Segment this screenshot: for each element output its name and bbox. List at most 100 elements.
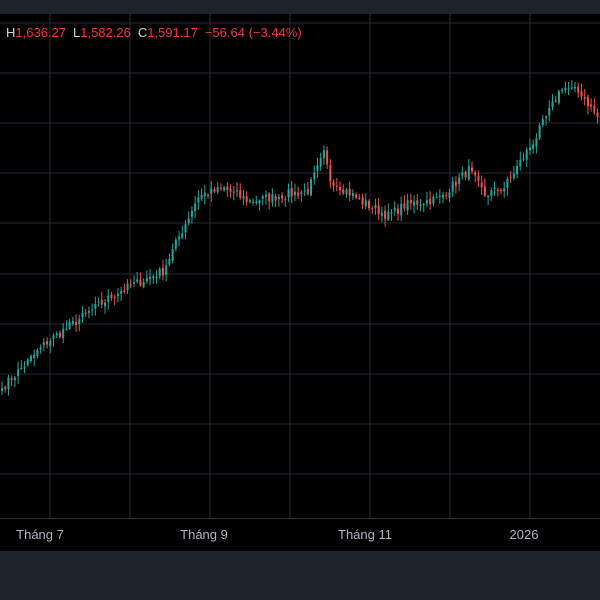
candle-down — [593, 105, 596, 113]
candle-down — [358, 197, 361, 199]
candle-down — [329, 165, 332, 182]
candle-up — [516, 165, 519, 175]
candle-up — [313, 172, 316, 180]
time-axis[interactable]: Tháng 7 Tháng 9 Tháng 11 2026 — [0, 518, 600, 551]
x-tick-label: 2026 — [509, 527, 539, 542]
candle-up — [551, 101, 554, 108]
candle-up — [68, 322, 71, 330]
candle-down — [586, 97, 589, 107]
candle-up — [216, 187, 219, 192]
candle-down — [554, 100, 557, 102]
candle-down — [239, 190, 242, 198]
candle-up — [277, 196, 280, 200]
candle-up — [23, 366, 26, 368]
candle-down — [477, 176, 480, 181]
candle-down — [100, 299, 103, 305]
candle-up — [71, 320, 74, 325]
candle-down — [161, 267, 164, 276]
candle-up — [261, 196, 264, 199]
candle-up — [406, 200, 409, 211]
candle-up — [293, 191, 296, 196]
candle-up — [574, 87, 577, 89]
candle-up — [532, 144, 535, 149]
candle-down — [499, 189, 502, 192]
candle-down — [306, 189, 309, 195]
candle-down — [274, 196, 277, 201]
candle-up — [525, 149, 528, 160]
candle-up — [390, 212, 393, 214]
candle-up — [287, 189, 290, 198]
candle-down — [464, 171, 467, 178]
candle-up — [380, 212, 383, 216]
candle-up — [158, 268, 161, 276]
candle-up — [42, 342, 45, 346]
candle-down — [268, 193, 271, 202]
candle-up — [152, 276, 155, 279]
candle-up — [168, 258, 171, 265]
candle-up — [506, 178, 509, 188]
candle-up — [178, 236, 181, 240]
candle-down — [4, 386, 7, 390]
candle-down — [445, 195, 448, 197]
candle-up — [232, 191, 235, 193]
candle-up — [49, 340, 52, 347]
candle-up — [29, 356, 32, 362]
candle-up — [136, 279, 139, 282]
chart-pane[interactable]: H1,636.27 L1,582.26 C1,591.17 −56.64 (−3.44… — [0, 14, 600, 518]
candle-up — [26, 359, 29, 365]
candle-down — [403, 203, 406, 209]
candle-up — [545, 116, 548, 118]
candle-up — [374, 205, 377, 209]
candle-up — [319, 157, 322, 167]
candle-up — [155, 276, 158, 279]
candle-up — [190, 210, 193, 217]
candle-up — [490, 190, 493, 197]
candle-up — [435, 196, 438, 198]
candle-up — [310, 179, 313, 196]
candle-up — [284, 198, 287, 200]
candle-down — [371, 208, 374, 210]
candle-down — [139, 280, 142, 286]
candle-down — [226, 186, 229, 191]
candle-up — [13, 377, 16, 381]
candle-down — [454, 181, 457, 186]
candle-down — [342, 189, 345, 194]
candle-up — [7, 377, 10, 390]
candle-up — [387, 211, 390, 220]
candle-up — [1, 387, 3, 392]
candle-down — [471, 167, 474, 172]
candle-up — [39, 347, 42, 350]
high-value: 1,636.27 — [15, 25, 66, 40]
candle-up — [252, 201, 255, 203]
candle-up — [203, 193, 206, 197]
candle-up — [20, 367, 23, 369]
candle-down — [577, 86, 580, 93]
candle-down — [583, 97, 586, 99]
candle-up — [197, 197, 200, 203]
candle-up — [33, 354, 36, 359]
candle-up — [145, 277, 148, 282]
candle-up — [522, 158, 525, 160]
candle-up — [78, 319, 81, 324]
top-toolbar-strip — [0, 0, 600, 14]
candle-down — [84, 312, 87, 314]
candlestick-chart[interactable] — [0, 14, 600, 518]
candle-up — [87, 311, 90, 313]
candle-up — [442, 194, 445, 198]
candle-up — [316, 165, 319, 172]
candle-up — [541, 119, 544, 126]
candle-down — [348, 189, 351, 196]
candle-down — [409, 199, 412, 204]
candle-up — [538, 125, 541, 139]
bottom-toolbar-strip — [0, 551, 600, 600]
candle-down — [339, 186, 342, 191]
candle-down — [396, 208, 399, 214]
candle-up — [248, 200, 251, 202]
candle-up — [493, 187, 496, 189]
candle-up — [255, 201, 258, 204]
candle-up — [165, 265, 168, 275]
candle-down — [580, 91, 583, 97]
candle-up — [303, 190, 306, 192]
candle-up — [258, 200, 261, 204]
